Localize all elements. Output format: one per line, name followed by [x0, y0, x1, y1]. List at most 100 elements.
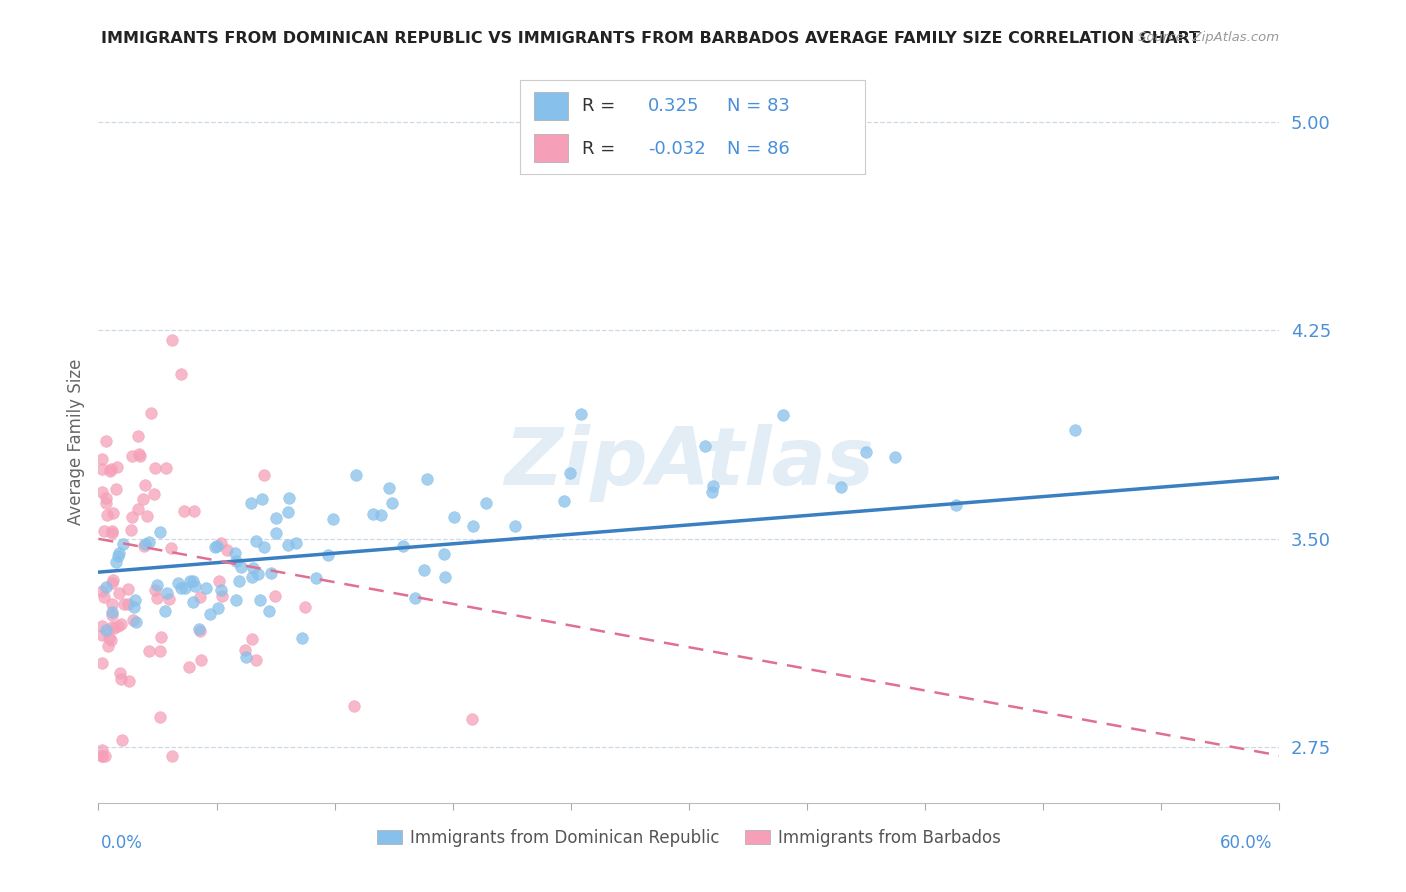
Text: IMMIGRANTS FROM DOMINICAN REPUBLIC VS IMMIGRANTS FROM BARBADOS AVERAGE FAMILY SI: IMMIGRANTS FROM DOMINICAN REPUBLIC VS IM… — [101, 31, 1201, 46]
Point — [249, 593, 271, 607]
Point — [101, 573, 124, 587]
Point — [138, 644, 160, 658]
Point — [416, 472, 439, 486]
Point — [134, 537, 156, 551]
Point — [209, 536, 232, 550]
Point — [343, 698, 366, 713]
Point — [150, 630, 173, 644]
Point — [120, 523, 142, 537]
Point — [855, 444, 877, 458]
Point — [101, 598, 124, 612]
Text: R =: R = — [582, 140, 616, 158]
Legend: Immigrants from Dominican Republic, Immigrants from Barbados: Immigrants from Dominican Republic, Immi… — [370, 822, 1008, 854]
Point — [156, 586, 179, 600]
Point — [184, 578, 207, 592]
Point — [291, 632, 314, 646]
Point — [136, 508, 159, 523]
Point — [128, 447, 150, 461]
Point — [122, 613, 145, 627]
Point — [461, 713, 484, 727]
Point — [111, 733, 134, 747]
Point — [94, 491, 117, 505]
Point — [883, 450, 905, 465]
Point — [187, 622, 209, 636]
Text: N = 86: N = 86 — [727, 140, 790, 158]
Point — [700, 484, 723, 499]
Point — [225, 592, 247, 607]
Point — [239, 496, 262, 510]
Point — [107, 546, 129, 560]
Point — [146, 578, 169, 592]
Point — [207, 600, 229, 615]
Point — [344, 468, 367, 483]
Text: N = 83: N = 83 — [727, 96, 790, 114]
Point — [235, 650, 257, 665]
Point — [96, 623, 118, 637]
Point — [181, 595, 204, 609]
Point — [100, 632, 122, 647]
Point — [242, 561, 264, 575]
Point — [361, 508, 384, 522]
Point — [412, 563, 434, 577]
Point — [91, 657, 114, 671]
Point — [170, 581, 193, 595]
Point — [266, 510, 288, 524]
Point — [93, 524, 115, 538]
Point — [503, 519, 526, 533]
Point — [228, 574, 250, 588]
Point — [772, 408, 794, 422]
Point — [245, 653, 267, 667]
Point — [294, 600, 316, 615]
Point — [167, 575, 190, 590]
Point — [177, 660, 200, 674]
Point — [370, 508, 392, 523]
Point — [190, 653, 212, 667]
Point — [107, 619, 129, 633]
Point — [134, 477, 156, 491]
Point — [285, 536, 308, 550]
Point — [830, 480, 852, 494]
Point — [121, 449, 143, 463]
Point — [188, 591, 211, 605]
Point — [104, 555, 127, 569]
Point — [205, 540, 228, 554]
Point — [157, 591, 180, 606]
Point — [174, 581, 197, 595]
Point — [162, 748, 184, 763]
Point — [170, 367, 193, 381]
Point — [143, 487, 166, 501]
Point — [110, 672, 132, 686]
Text: 0.0%: 0.0% — [101, 834, 143, 852]
Point — [277, 538, 299, 552]
Point — [132, 491, 155, 506]
Point — [404, 591, 426, 606]
Point — [94, 748, 117, 763]
Point — [100, 607, 122, 622]
Point — [260, 566, 283, 580]
Point — [392, 539, 415, 553]
Point — [93, 591, 115, 605]
Point — [155, 604, 177, 618]
Point — [132, 539, 155, 553]
Point — [97, 639, 120, 653]
Point — [378, 481, 401, 495]
Point — [208, 574, 231, 588]
Point — [143, 460, 166, 475]
Point — [124, 600, 146, 615]
Point — [305, 571, 328, 585]
Point — [693, 439, 716, 453]
Point — [253, 540, 276, 554]
Point — [91, 748, 114, 763]
Point — [160, 541, 183, 556]
Point — [128, 449, 150, 463]
Point — [233, 643, 256, 657]
Point — [117, 674, 139, 689]
Point — [100, 462, 122, 476]
Text: R =: R = — [582, 96, 616, 114]
Point — [97, 631, 120, 645]
Point — [146, 591, 169, 605]
Point — [179, 574, 201, 589]
Point — [225, 554, 247, 568]
Point — [155, 461, 177, 475]
Point — [91, 743, 114, 757]
